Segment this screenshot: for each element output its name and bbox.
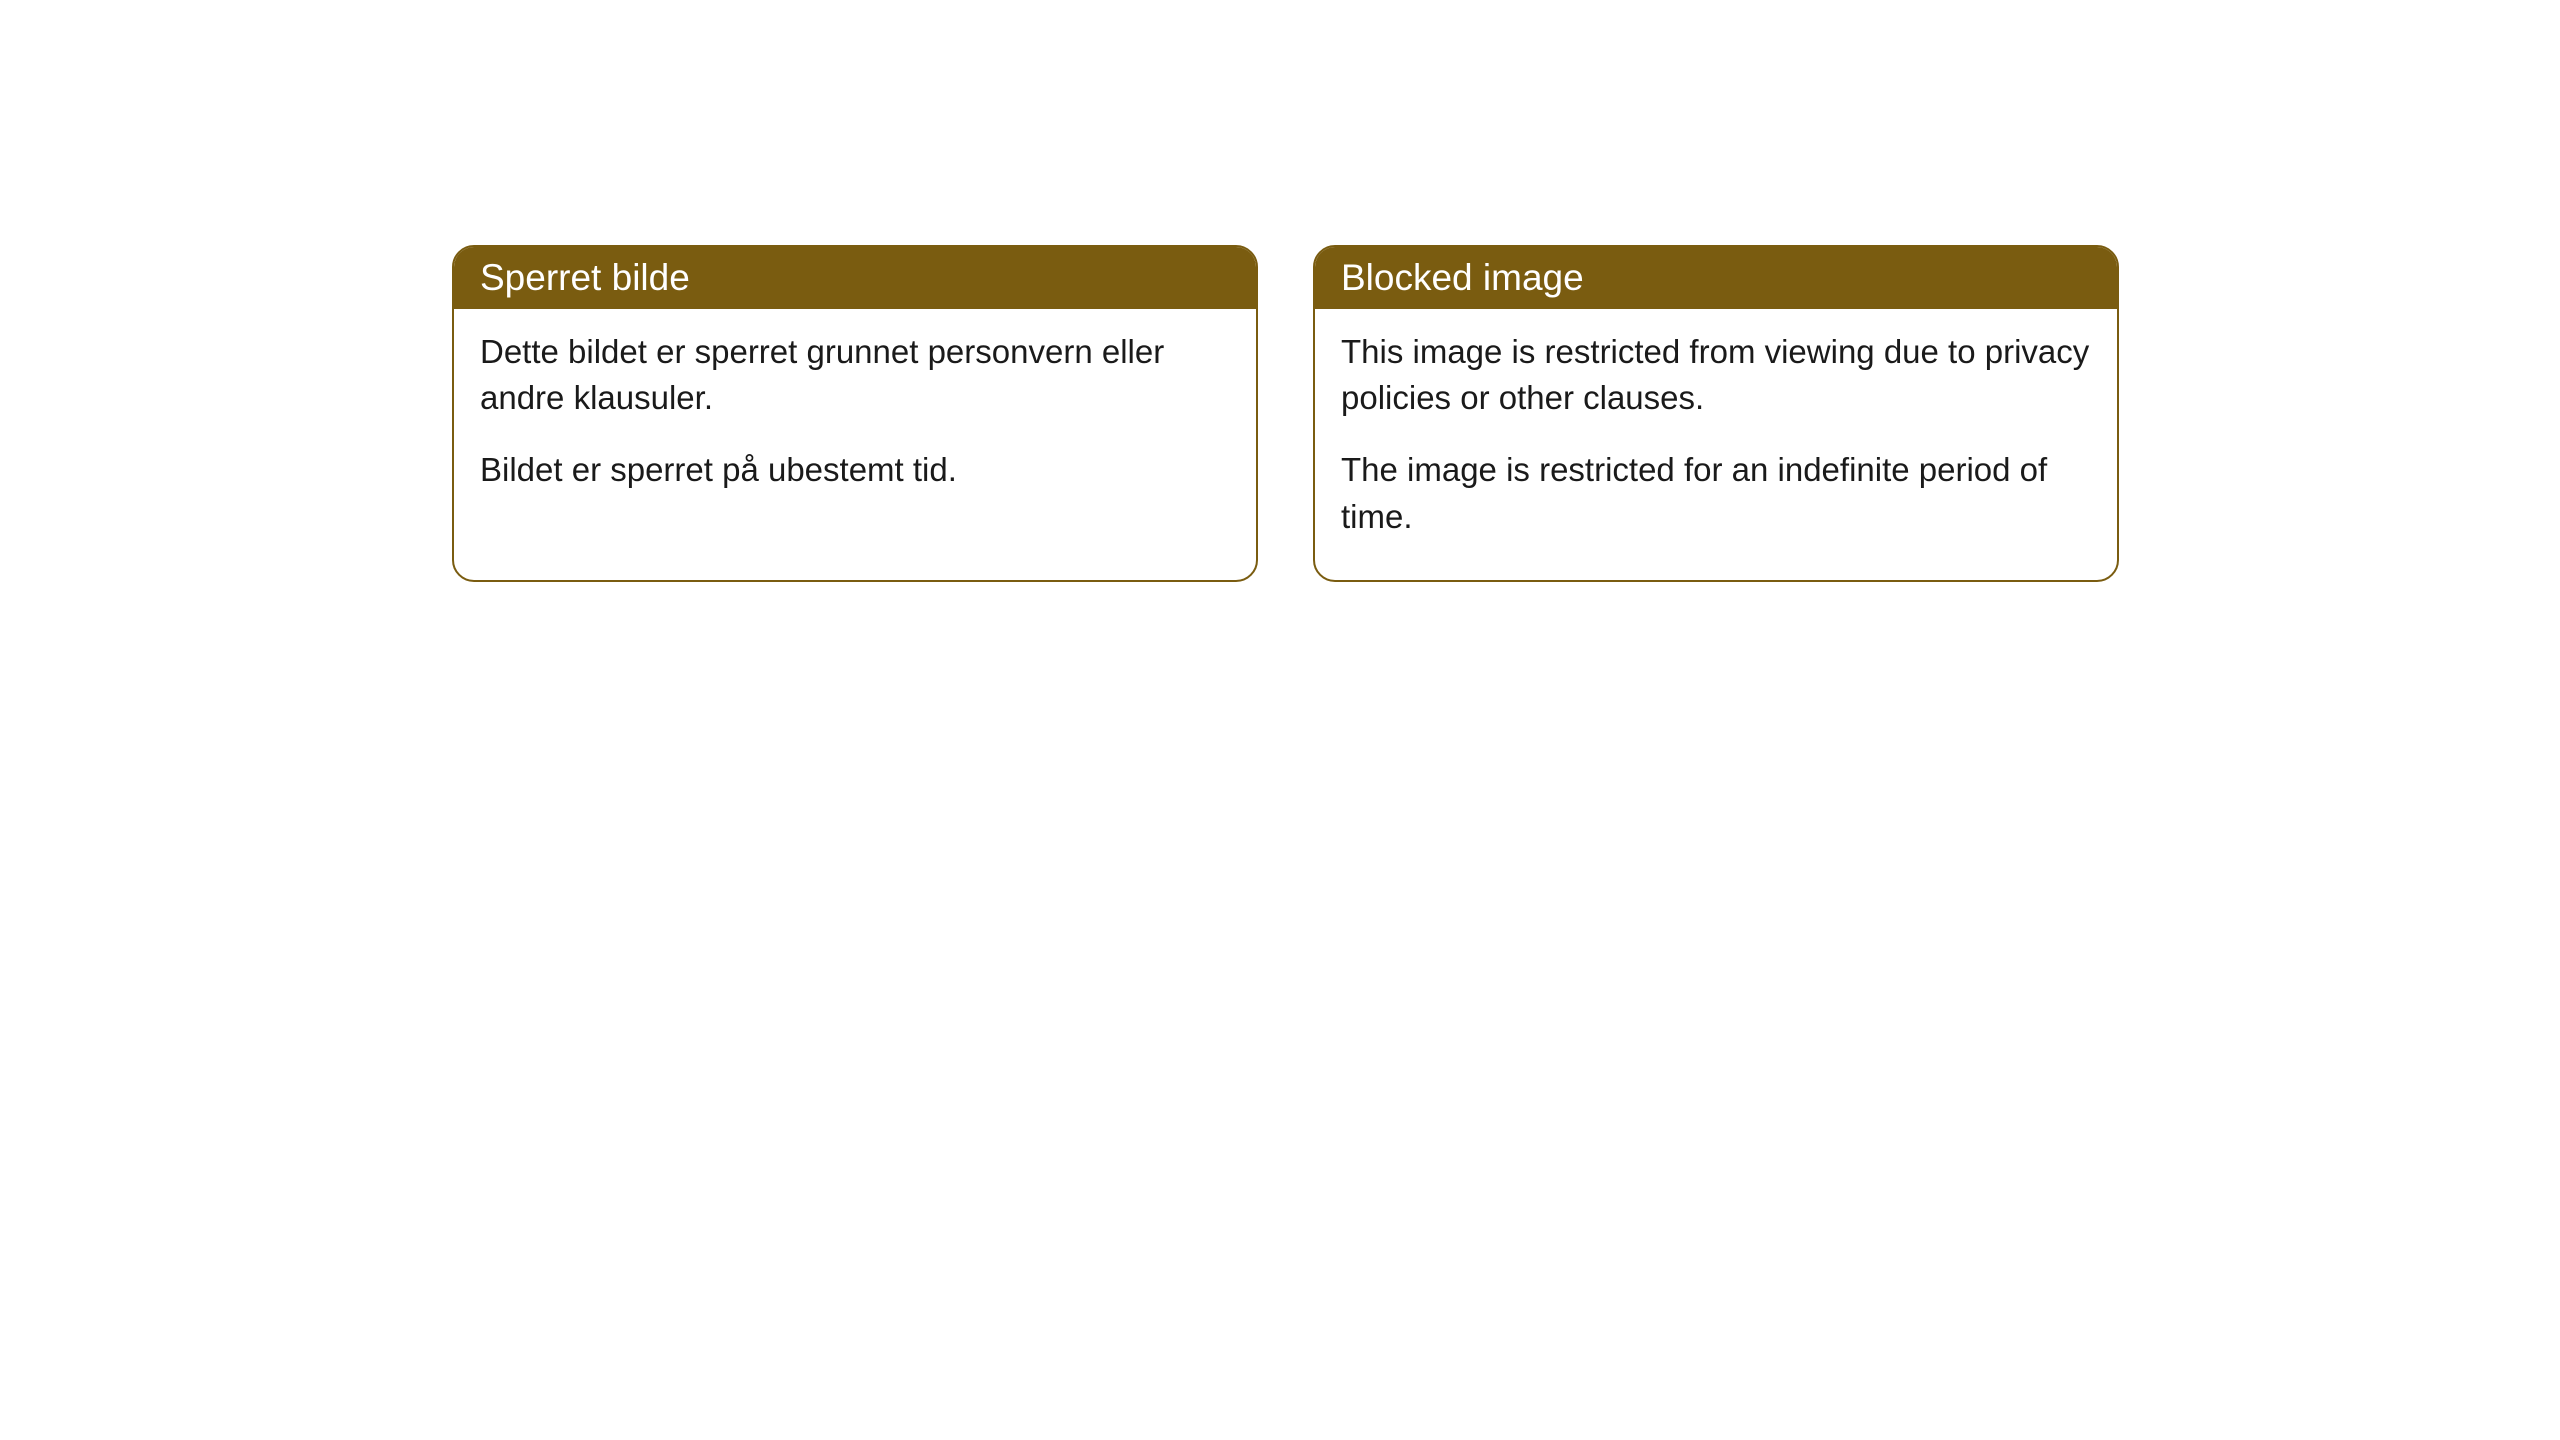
card-paragraph: Dette bildet er sperret grunnet personve…: [480, 329, 1230, 421]
cards-container: Sperret bilde Dette bildet er sperret gr…: [452, 245, 2119, 582]
notice-card-english: Blocked image This image is restricted f…: [1313, 245, 2119, 582]
notice-card-norwegian: Sperret bilde Dette bildet er sperret gr…: [452, 245, 1258, 582]
card-title: Sperret bilde: [480, 257, 690, 298]
card-title: Blocked image: [1341, 257, 1584, 298]
card-paragraph: This image is restricted from viewing du…: [1341, 329, 2091, 421]
card-header: Blocked image: [1315, 247, 2117, 309]
card-body: Dette bildet er sperret grunnet personve…: [454, 309, 1256, 534]
card-paragraph: The image is restricted for an indefinit…: [1341, 447, 2091, 539]
card-header: Sperret bilde: [454, 247, 1256, 309]
card-paragraph: Bildet er sperret på ubestemt tid.: [480, 447, 1230, 493]
card-body: This image is restricted from viewing du…: [1315, 309, 2117, 580]
